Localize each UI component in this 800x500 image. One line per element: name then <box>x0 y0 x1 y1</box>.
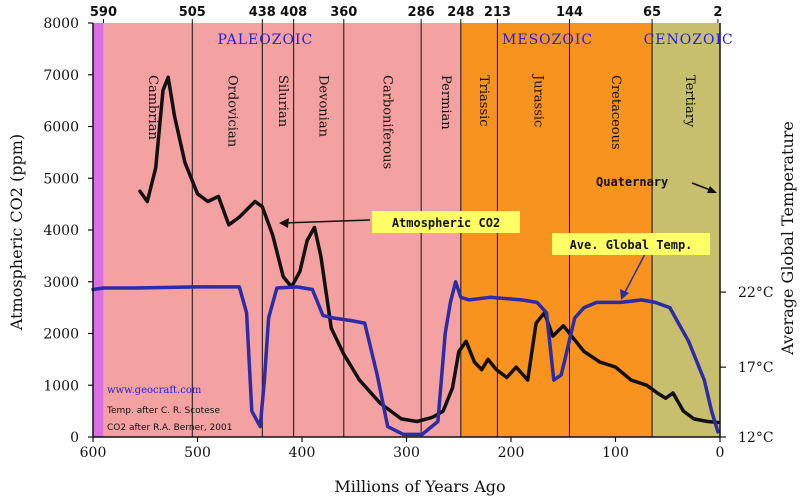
top-tick-label-438: 438 <box>249 5 276 20</box>
credit-co2-source: CO2 after R.A. Berner, 2001 <box>107 423 232 433</box>
pre-cambrian-band <box>93 23 104 437</box>
top-tick-label-65: 65 <box>643 5 661 20</box>
period-label-ordovician: Ordovician <box>224 75 239 148</box>
y-tick-label-4000: 4000 <box>43 223 79 239</box>
y2-tick-label-0: 22°C <box>738 285 774 301</box>
top-tick-label-590: 590 <box>90 5 117 20</box>
top-tick-label-505: 505 <box>179 5 206 20</box>
x-tick-label-300: 300 <box>393 445 420 461</box>
era-label-mesozoic: MESOZOIC <box>502 32 593 48</box>
period-label-cretaceous: Cretaceous <box>608 75 623 150</box>
y-tick-label-1000: 1000 <box>43 378 79 394</box>
temp-callout-leader <box>622 253 646 297</box>
top-tick-label-408: 408 <box>280 5 307 20</box>
y-tick-label-8000: 8000 <box>43 16 79 32</box>
y2-tick-label-2: 12°C <box>738 430 774 446</box>
period-label-triassic: Triassic <box>476 75 491 127</box>
top-tick-label-360: 360 <box>330 5 357 20</box>
top-tick-label-2: 2 <box>713 5 722 20</box>
co2-callout-box <box>372 211 520 233</box>
period-label-carboniferous: Carboniferous <box>379 75 394 169</box>
era-band-end <box>717 23 720 437</box>
y-tick-label-0: 0 <box>70 430 79 446</box>
temp-callout-box <box>552 233 710 255</box>
x-tick-label-600: 600 <box>80 445 107 461</box>
y2-axis-title: Average Global Temperature <box>778 121 797 356</box>
y-tick-label-2000: 2000 <box>43 327 79 343</box>
top-tick-label-286: 286 <box>408 5 435 20</box>
x-tick-label-500: 500 <box>184 445 211 461</box>
top-tick-label-144: 144 <box>556 5 583 20</box>
y-tick-label-5000: 5000 <box>43 171 79 187</box>
y-tick-label-3000: 3000 <box>43 275 79 291</box>
credit-temp-source: Temp. after C. R. Scotese <box>106 406 220 416</box>
period-label-silurian: Silurian <box>275 75 290 128</box>
x-tick-label-400: 400 <box>289 445 316 461</box>
co2-callout-arrowhead <box>279 218 289 228</box>
quaternary-arrowhead <box>707 186 717 193</box>
y-tick-label-6000: 6000 <box>43 120 79 136</box>
quaternary-label: Quaternary <box>596 175 668 189</box>
y-axis-title: Atmospheric CO2 (ppm) <box>7 134 26 331</box>
y2-tick-label-1: 17°C <box>738 360 774 376</box>
period-label-devonian: Devonian <box>316 75 331 138</box>
x-tick-label-100: 100 <box>602 445 629 461</box>
y-tick-label-7000: 7000 <box>43 68 79 84</box>
period-label-permian: Permian <box>438 75 453 130</box>
period-label-cambrian: Cambrian <box>145 75 160 140</box>
period-label-tertiary: Tertiary <box>682 75 697 128</box>
era-label-cenozoic: CENOZOIC <box>644 32 734 48</box>
co2-callout-label: Atmospheric CO2 <box>392 216 500 230</box>
co2-callout-leader <box>282 219 371 224</box>
credit-site: www.geocraft.com <box>107 385 202 396</box>
series-line-ave-global-temp- <box>91 280 720 437</box>
x-tick-label-200: 200 <box>498 445 525 461</box>
era-label-paleozoic: PALEOZOIC <box>218 32 314 48</box>
top-tick-label-248: 248 <box>447 5 474 20</box>
era-band-cenozoic <box>652 23 718 437</box>
temp-callout-arrowhead <box>620 289 629 300</box>
top-tick-label-213: 213 <box>484 5 511 20</box>
x-axis-title: Millions of Years Ago <box>334 477 505 496</box>
x-tick-label-0: 0 <box>716 445 725 461</box>
temp-callout-label: Ave. Global Temp. <box>570 238 693 252</box>
period-label-jurassic: Jurassic <box>530 73 545 127</box>
